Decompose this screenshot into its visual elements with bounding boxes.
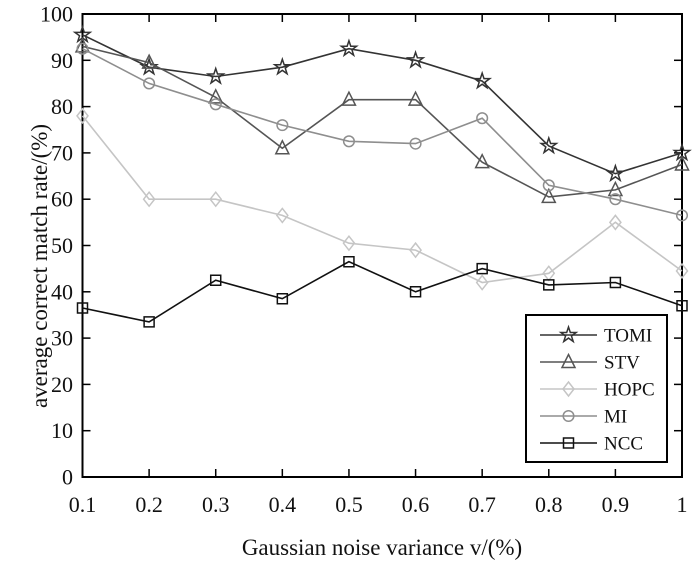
series-hopc: [76, 107, 689, 291]
legend-label: HOPC: [604, 380, 655, 401]
y-tick-label: 100: [40, 2, 73, 27]
legend-label: MI: [604, 407, 627, 428]
diamond-marker: [342, 234, 356, 252]
axis-ticks: [81, 13, 683, 478]
triangle-marker: [474, 152, 490, 169]
series-mi: [76, 42, 689, 222]
y-tick-label: 80: [51, 94, 73, 119]
series-line: [82, 45, 683, 198]
x-tick-label: 0.2: [135, 492, 163, 517]
series-line: [82, 260, 683, 323]
x-tick-label: 1: [677, 492, 688, 517]
x-tick-label: 0.6: [402, 492, 430, 517]
x-tick-label: 0.7: [468, 492, 496, 517]
square-marker: [76, 302, 89, 314]
legend-label: NCC: [604, 434, 643, 455]
x-tick-label: 0.1: [69, 492, 97, 517]
square-marker: [562, 437, 575, 449]
diamond-marker: [608, 214, 622, 231]
triangle-marker: [541, 187, 557, 204]
y-tick-label: 0: [62, 465, 73, 490]
triangle-marker: [208, 88, 224, 104]
y-tick-labels: 0 10 20 30 40 50 60 70 80 90 100: [40, 2, 73, 490]
diamond-marker: [675, 262, 689, 280]
series-line: [81, 115, 683, 284]
circle-marker: [609, 193, 622, 206]
square-marker: [609, 276, 622, 289]
square-marker: [476, 262, 488, 275]
circle-marker: [276, 119, 289, 132]
legend-item-tomi: TOMI: [540, 324, 652, 347]
legend: TOMI STV HOPC MI NCC: [525, 314, 668, 463]
star-marker: [205, 66, 226, 85]
x-axis-label: Gaussian noise variance v/(%): [242, 535, 522, 560]
legend-item-stv: STV: [540, 353, 640, 374]
x-tick-labels: 0.1 0.2 0.3 0.4 0.5 0.6 0.7 0.8 0.9 1: [69, 492, 688, 517]
circle-marker: [209, 98, 222, 111]
star-marker: [538, 135, 559, 155]
triangle-marker: [674, 155, 690, 171]
star-marker: [605, 163, 626, 183]
y-tick-label: 70: [51, 140, 73, 165]
plot-layer: 0.1 0.2 0.3 0.4 0.5 0.6 0.7 0.8 0.9 1010203040506…: [40, 2, 692, 517]
star-marker: [339, 38, 359, 58]
star-marker: [472, 70, 493, 90]
y-tick-label: 60: [51, 187, 73, 212]
square-marker: [343, 255, 355, 268]
legend-item-hopc: HOPC: [540, 380, 655, 401]
triangle-marker: [274, 139, 291, 155]
diamond-marker: [76, 107, 89, 125]
series-tomi: [72, 24, 692, 183]
circle-marker: [143, 77, 156, 90]
x-tick-label: 0.4: [269, 492, 297, 517]
x-tick-label: 0.8: [535, 492, 563, 517]
star-marker: [558, 324, 579, 344]
square-marker: [143, 316, 155, 328]
circle-marker: [342, 135, 355, 148]
diamond-marker: [409, 241, 423, 259]
series-line: [82, 34, 683, 175]
square-marker: [543, 279, 555, 291]
diamond-marker: [475, 274, 489, 291]
triangle-marker: [560, 352, 577, 369]
y-tick-label: 90: [51, 48, 73, 73]
y-tick-label: 30: [51, 326, 73, 351]
x-tick-label: 0.5: [335, 492, 363, 517]
circle-marker: [409, 137, 422, 150]
legend-item-ncc: NCC: [540, 434, 643, 455]
circle-marker: [675, 209, 689, 222]
circle-marker: [542, 179, 555, 192]
diamond-marker: [275, 207, 289, 224]
y-tick-label: 50: [51, 233, 73, 258]
series-ncc: [76, 255, 688, 328]
circle-marker: [562, 409, 575, 423]
x-tick-label: 0.9: [602, 492, 630, 517]
y-tick-label: 40: [51, 279, 73, 304]
circle-marker: [76, 42, 89, 55]
diamond-marker: [142, 190, 156, 208]
legend-label: TOMI: [604, 326, 652, 347]
star-marker: [272, 56, 293, 76]
triangle-marker: [407, 90, 424, 106]
y-axis-label: average correct match rate/(%): [27, 124, 52, 408]
square-marker: [276, 292, 289, 305]
diamond-marker: [562, 380, 575, 398]
diamond-marker: [209, 190, 223, 208]
square-marker: [409, 286, 422, 298]
triangle-marker: [141, 53, 157, 69]
y-tick-label: 10: [51, 418, 73, 443]
series-line: [82, 47, 683, 217]
circle-marker: [476, 112, 489, 125]
square-marker: [676, 299, 688, 312]
square-marker: [209, 274, 222, 286]
star-marker: [405, 49, 426, 69]
triangle-marker: [341, 90, 357, 106]
y-tick-label: 20: [51, 372, 73, 397]
triangle-marker: [607, 180, 624, 197]
legend-item-mi: MI: [540, 407, 627, 428]
x-tick-label: 0.3: [202, 492, 230, 517]
legend-label: STV: [604, 353, 640, 374]
